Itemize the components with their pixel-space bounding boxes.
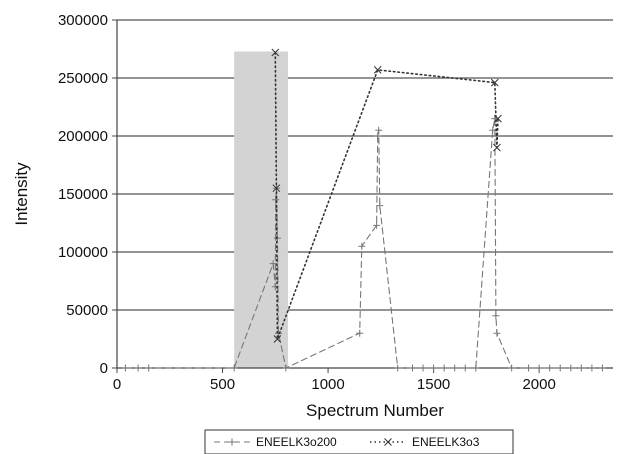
data-point [269,260,277,268]
data-point [493,143,501,152]
data-point [375,126,383,134]
legend: ENEELK3o200 ENEELK3o3 [204,429,514,454]
data-point [271,48,280,57]
data-point [230,364,238,372]
data-point [376,202,384,210]
data-point [134,364,142,372]
legend-label: ENEELK3o200 [256,435,337,449]
legend-box [204,429,514,454]
data-point [556,364,564,372]
y-tick-label: 150000 [58,186,108,203]
axes [112,19,613,373]
data-point [461,364,469,372]
legend-marker [384,438,392,446]
data-point [408,364,416,372]
data-point [491,115,499,123]
data-point [472,364,480,372]
legend-label: ENEELK3o3 [412,435,480,449]
series-2 [271,48,502,343]
data-point [492,312,500,320]
x-tick-label: 1500 [417,376,450,393]
data-point [374,132,382,140]
data-point [490,78,499,87]
data-point [430,364,438,372]
y-tick-label: 300000 [58,12,108,29]
grid-lines [117,19,613,311]
series-1 [121,115,606,372]
x-axis-title: Spectrum Number [306,401,444,420]
highlight-region [234,51,288,368]
y-tick-label: 0 [100,360,108,377]
legend-item-1: ENEELK3o200 [214,435,337,449]
legend-item-2: ENEELK3o3 [370,435,480,449]
data-point [535,364,543,372]
legend-items: ENEELK3o200 ENEELK3o3 [214,435,480,449]
data-point [394,364,402,372]
y-tick-label: 200000 [58,128,108,145]
tick-labels: 0 50000 100000 150000 200000 250000 300000 0 500… [58,12,556,393]
data-point [588,364,596,372]
data-point [272,184,281,193]
data-point [356,329,364,337]
legend-marker [228,438,236,446]
data-point [546,364,554,372]
x-tick-label: 1000 [311,376,344,393]
data-point [121,364,129,372]
data-point [493,329,501,337]
data-point [358,242,366,250]
y-tick-label: 250000 [58,70,108,87]
x-tick-label: 500 [210,376,235,393]
data-point [451,364,459,372]
series-layer [121,48,606,372]
y-tick-label: 100000 [58,244,108,261]
y-axis-title: Intensity [12,162,31,226]
series-line [274,51,499,340]
data-point [419,364,427,372]
data-point [373,66,382,74]
data-point [282,364,290,372]
data-point [440,364,448,372]
data-point [525,364,533,372]
data-point [567,364,575,372]
data-point [489,126,497,134]
data-point [145,364,153,372]
data-point [577,364,585,372]
data-point [494,114,502,123]
data-point [598,364,606,372]
data-point [373,221,381,229]
data-point [273,335,282,343]
x-tick-label: 2000 [522,376,555,393]
y-tick-label: 50000 [66,302,108,319]
x-tick-label: 0 [113,376,121,393]
series-line [124,118,603,369]
data-point [508,364,516,372]
